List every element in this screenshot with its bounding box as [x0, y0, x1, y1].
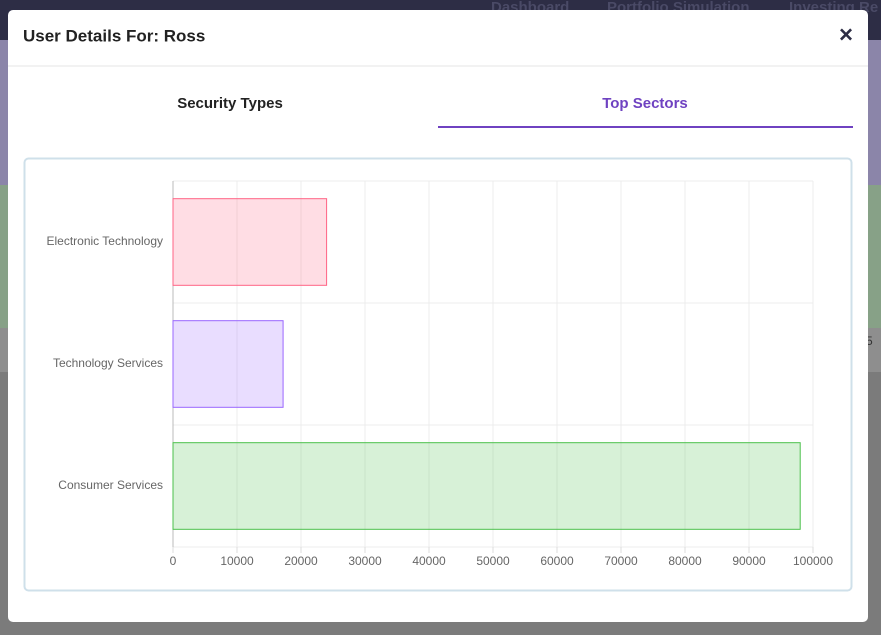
x-tick-label: 70000: [604, 554, 638, 568]
bar: [172, 320, 284, 408]
close-button[interactable]: ×: [839, 21, 853, 48]
x-tick-label: 90000: [732, 554, 766, 568]
modal-title: User Details For: Ross: [23, 26, 205, 45]
x-tick-label: 80000: [668, 554, 702, 568]
x-tick-label: 20000: [284, 554, 318, 568]
x-tick-label: 40000: [412, 554, 446, 568]
bar: [172, 198, 328, 286]
x-tick-label: 10000: [220, 554, 254, 568]
chart-panel: [23, 157, 853, 592]
tab-underline: [438, 126, 853, 128]
x-tick-label: 0: [170, 554, 177, 568]
x-tick-label: 100000: [793, 554, 833, 568]
tab[interactable]: Security Types: [177, 95, 283, 112]
tab[interactable]: Top Sectors: [602, 95, 688, 112]
background-text: 5: [866, 334, 873, 348]
bar: [172, 442, 801, 530]
x-tick-label: 30000: [348, 554, 382, 568]
x-tick-label: 50000: [476, 554, 510, 568]
y-tick-label: Consumer Services: [58, 478, 163, 492]
y-tick-label: Electronic Technology: [46, 234, 163, 248]
x-tick-label: 60000: [540, 554, 574, 568]
y-tick-label: Technology Services: [53, 356, 163, 370]
